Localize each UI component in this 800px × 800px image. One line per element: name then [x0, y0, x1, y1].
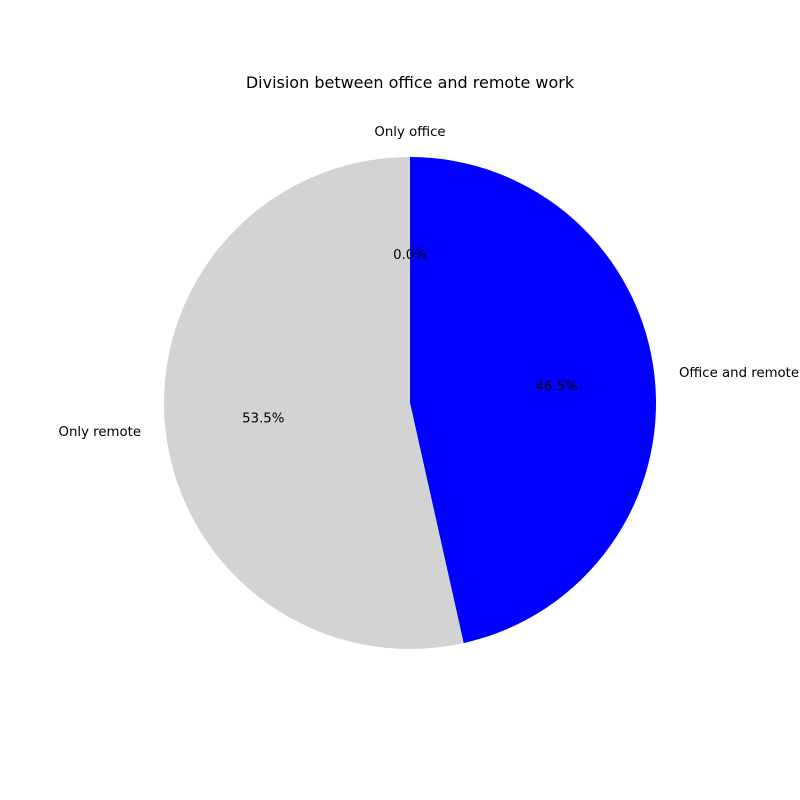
- slice-percent-only-office: 0.0%: [393, 248, 427, 263]
- pie-labels: Only office 0.0% Office and remote 46.5% Onl…: [59, 125, 800, 440]
- slice-percent-only-remote: 53.5%: [242, 412, 284, 427]
- slice-percent-office-and-remote: 46.5%: [536, 379, 578, 394]
- pie-slice-only-remote: [163, 157, 464, 650]
- slice-label-only-remote: Only remote: [59, 425, 142, 440]
- chart-title: Division between office and remote work: [246, 73, 575, 92]
- pie-slices: [163, 157, 656, 650]
- slice-label-only-office: Only office: [374, 125, 445, 140]
- slice-label-office-and-remote: Office and remote: [679, 366, 799, 381]
- pie-slice-office-and-remote: [410, 157, 656, 644]
